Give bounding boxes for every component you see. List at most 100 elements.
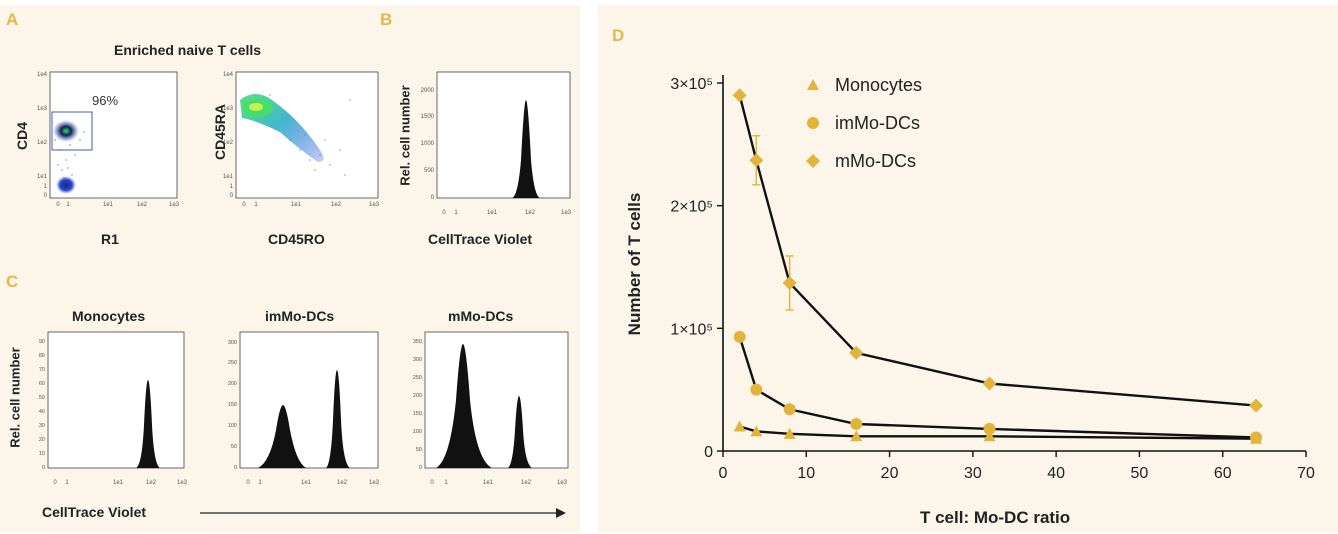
legend-label-immo-dcs: imMo-DCs: [835, 113, 920, 133]
svg-text:300: 300: [228, 340, 237, 346]
svg-text:1e2: 1e2: [525, 210, 536, 216]
x-tick-label: 50: [1131, 465, 1149, 482]
data-point-immo-dcs: [783, 403, 796, 416]
data-point-mmo-dcs-core: [1252, 402, 1260, 410]
svg-text:1e3: 1e3: [557, 480, 568, 486]
svg-text:50: 50: [39, 395, 45, 401]
svg-text:10: 10: [39, 451, 45, 457]
svg-text:1e1: 1e1: [487, 210, 498, 216]
svg-text:90: 90: [39, 339, 45, 345]
panel-label-b: B: [380, 10, 393, 29]
x-tick-label: 30: [964, 465, 982, 482]
data-point-monocytes: [850, 430, 863, 442]
svg-text:1: 1: [444, 480, 448, 486]
x-tick-label: 0: [719, 465, 728, 482]
svg-text:1e2: 1e2: [37, 140, 48, 146]
y-tick-label: 1×10⁵: [670, 321, 713, 338]
svg-text:50: 50: [231, 444, 237, 450]
panel-c-plot3-title: mMo-DCs: [448, 308, 514, 324]
svg-text:0: 0: [430, 480, 434, 486]
panel-a-plot1-xlabel: R1: [101, 231, 119, 247]
x-tick-label: 40: [1047, 465, 1065, 482]
svg-text:1e1: 1e1: [37, 174, 48, 180]
svg-text:1e3: 1e3: [177, 480, 188, 486]
panel-b-xlabel: CellTrace Violet: [428, 231, 533, 247]
svg-text:100: 100: [413, 429, 422, 435]
svg-text:1e2: 1e2: [521, 480, 532, 486]
svg-text:0: 0: [53, 480, 57, 486]
svg-text:1: 1: [230, 184, 234, 190]
svg-text:1e1: 1e1: [223, 174, 234, 180]
data-point-monocytes: [750, 425, 763, 437]
data-point-immo-dcs: [850, 418, 863, 431]
panel-a-plot1-xticks: 0 1 1e1 1e2 1e3: [56, 202, 179, 208]
panel-c-histograms: 90 80 70 60 50 40 30 20 10 0 0 1 1e1 1e2…: [39, 331, 569, 518]
svg-text:1e3: 1e3: [369, 480, 380, 486]
svg-text:0: 0: [431, 195, 435, 201]
series-line-immo-dcs: [738, 336, 1257, 439]
legend-marker-immo-dcs: [807, 117, 819, 129]
svg-text:350: 350: [413, 339, 422, 345]
svg-text:1e3: 1e3: [169, 202, 180, 208]
svg-text:50: 50: [416, 447, 422, 453]
panel-a-plot1-upper-population: [53, 120, 79, 142]
svg-text:1e1: 1e1: [291, 202, 302, 208]
series-line-mmo-dcs: [738, 95, 1257, 407]
svg-text:1e3: 1e3: [369, 202, 380, 208]
panel-label-c: C: [6, 272, 19, 291]
data-point-mmo-dcs-core: [852, 349, 860, 357]
svg-text:1: 1: [65, 480, 69, 486]
y-tick-label: 3×10⁵: [670, 76, 713, 93]
panel-c-xlabel: CellTrace Violet: [42, 504, 147, 520]
panel-c-arrowhead: [556, 508, 566, 518]
x-tick-label: 20: [881, 465, 899, 482]
svg-text:1e2: 1e2: [337, 480, 348, 486]
x-tick-label: 10: [797, 465, 815, 482]
svg-text:250: 250: [413, 375, 422, 381]
y-tick-label: 0: [704, 444, 713, 461]
data-point-mmo-dcs-core: [786, 279, 794, 287]
svg-text:80: 80: [39, 353, 45, 359]
data-point-monocytes: [783, 427, 796, 439]
panel-a-flow-plots: 1e4 1e3 1e2 1e1 1 0 0 1 1e1 1e2 1e3 96% …: [37, 71, 380, 208]
data-point-mmo-dcs-core: [736, 91, 744, 99]
data-point-immo-dcs: [1250, 431, 1263, 444]
svg-text:1e1: 1e1: [483, 480, 494, 486]
svg-text:40: 40: [39, 409, 45, 415]
svg-text:1e2: 1e2: [146, 480, 157, 486]
svg-text:100: 100: [228, 423, 237, 429]
data-point-mmo-dcs-core: [986, 380, 994, 388]
svg-text:150: 150: [413, 411, 422, 417]
legend-marker-monocytes: [807, 79, 819, 90]
svg-text:200: 200: [228, 381, 237, 387]
svg-text:60: 60: [39, 381, 45, 387]
svg-text:1: 1: [454, 210, 458, 216]
panel-label-d: D: [612, 26, 625, 45]
svg-text:1e4: 1e4: [37, 72, 48, 78]
panel-a-plot1-yticks: 1e4 1e3 1e2 1e1 1 0: [37, 72, 48, 199]
svg-text:200: 200: [413, 393, 422, 399]
panel-a-title: Enriched naive T cells: [114, 42, 262, 58]
panel-c-plot2-title: imMo-DCs: [265, 308, 335, 324]
svg-text:1e2: 1e2: [223, 140, 234, 146]
panel-d-background: [598, 5, 1338, 532]
svg-text:1e3: 1e3: [37, 106, 48, 112]
svg-text:0: 0: [42, 465, 45, 471]
svg-text:1: 1: [258, 480, 262, 486]
svg-text:70: 70: [39, 367, 45, 373]
panel-a-plot1-lower-population: [56, 176, 76, 194]
svg-text:0: 0: [234, 465, 237, 471]
svg-text:1000: 1000: [421, 141, 435, 147]
data-point-monocytes: [983, 430, 996, 442]
legend-label-monocytes: Monocytes: [835, 75, 922, 95]
svg-text:0: 0: [230, 193, 234, 199]
svg-text:500: 500: [424, 168, 435, 174]
svg-text:0: 0: [242, 202, 246, 208]
svg-text:20: 20: [39, 437, 45, 443]
panel-a-gate-percent: 96%: [92, 93, 118, 108]
svg-text:1e4: 1e4: [223, 72, 234, 78]
panel-d-xlabel: T cell: Mo-DC ratio: [920, 508, 1071, 527]
panel-a-gate: [51, 111, 93, 151]
panel-a-plot2-yticks: 1e4 1e3 1e2 1e1 1 0: [223, 72, 234, 199]
data-point-immo-dcs: [750, 383, 763, 396]
